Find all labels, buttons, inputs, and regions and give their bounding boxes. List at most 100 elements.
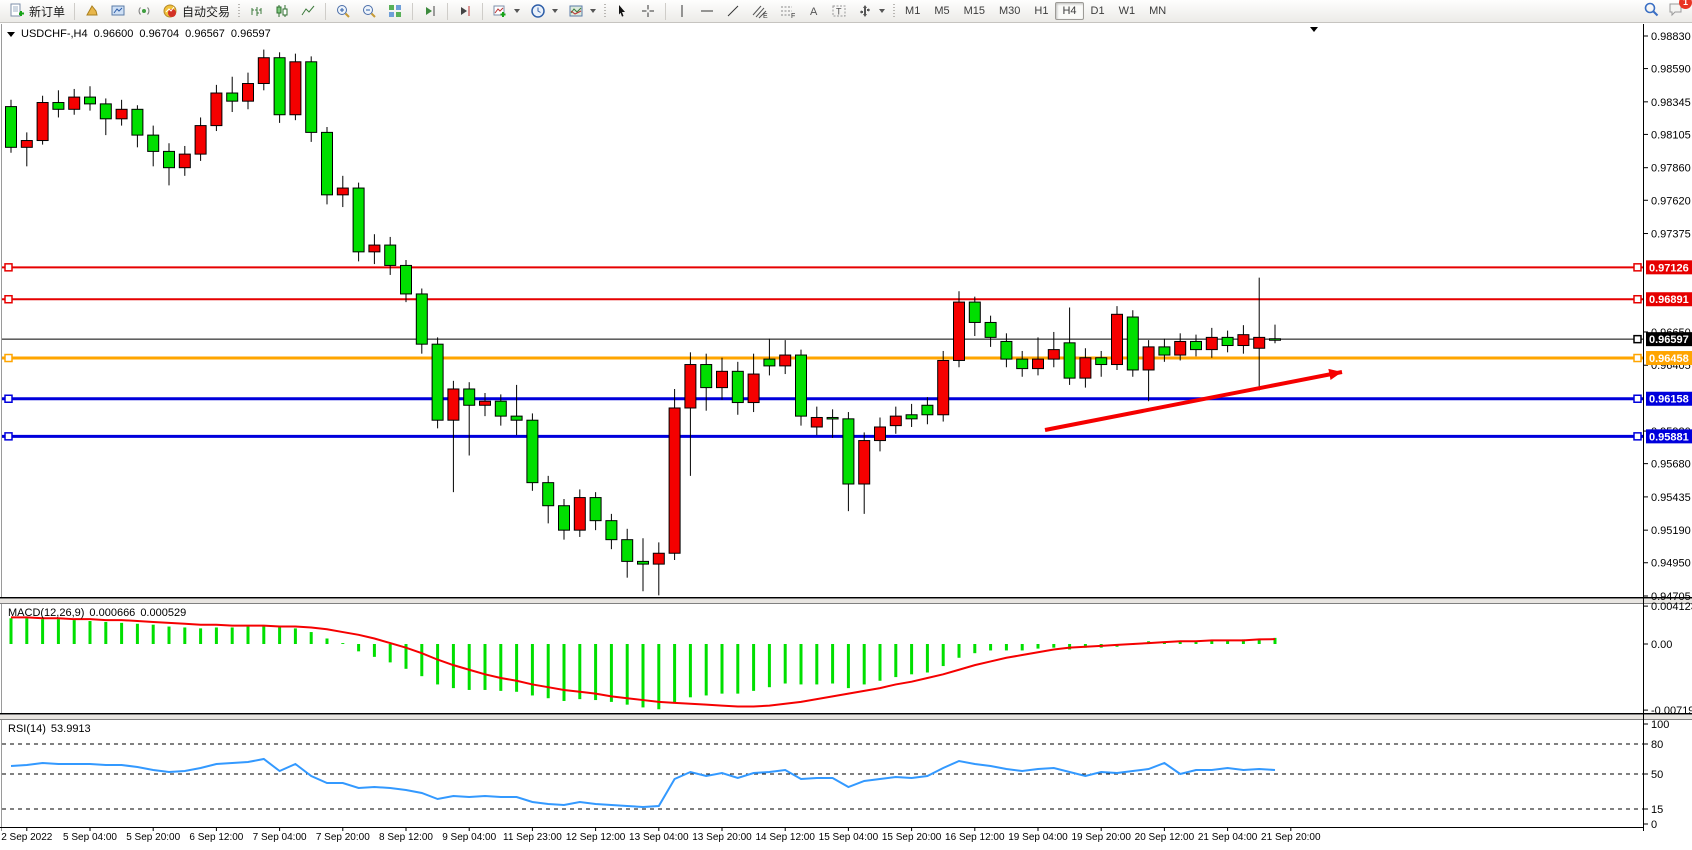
time-axis-label: 9 Sep 04:00 (442, 832, 497, 843)
new-order-button[interactable]: 新订单 (4, 0, 70, 22)
trendline-icon (725, 3, 741, 19)
svg-text:0.97375: 0.97375 (1651, 229, 1691, 241)
svg-text:0.00: 0.00 (1651, 639, 1672, 651)
equidistant-channel-tool[interactable]: E (746, 0, 774, 22)
svg-text:0.98345: 0.98345 (1651, 97, 1691, 109)
price-chart-canvas[interactable]: 0.98830 0.98590 0.98345 0.98105 0.97860 0.976… (0, 24, 1692, 850)
arrows-tool[interactable] (852, 0, 890, 22)
clock-icon (530, 3, 546, 19)
timeframe-m15[interactable]: M15 (963, 5, 985, 17)
indicators-button[interactable] (487, 0, 525, 22)
svg-text:0.97126: 0.97126 (1649, 262, 1689, 274)
toolbar-separator (482, 2, 484, 20)
quote-open: 0.96600 (93, 28, 134, 40)
chart-collapse-icon[interactable] (7, 31, 15, 37)
timeframe-h4[interactable]: H4 (1055, 2, 1084, 20)
market-watch-icon (84, 3, 100, 19)
toolbar-separator (74, 2, 76, 20)
text-icon: A (807, 3, 821, 19)
vertical-line-tool[interactable] (670, 0, 694, 22)
crosshair-tool-button[interactable] (635, 0, 661, 22)
timeframe-d1[interactable]: D1 (1090, 5, 1105, 17)
periods-dropdown-caret[interactable] (552, 9, 559, 13)
horizontal-line-tool[interactable] (694, 0, 720, 22)
zoom-out-button[interactable] (356, 0, 382, 22)
svg-text:15: 15 (1651, 804, 1663, 816)
chart-shift-button[interactable] (452, 0, 478, 22)
arrows-icon (857, 3, 873, 19)
svg-text:0.96158: 0.96158 (1649, 394, 1689, 406)
time-axis-label: 7 Sep 04:00 (252, 832, 307, 843)
periods-button[interactable] (525, 0, 563, 22)
time-axis-label: 16 Sep 12:00 (945, 832, 1005, 843)
fibonacci-tool[interactable]: F (774, 0, 802, 22)
zoom-in-button[interactable] (330, 0, 356, 22)
svg-text:0.95881: 0.95881 (1649, 431, 1689, 443)
line-chart-icon (300, 3, 316, 19)
time-axis-label: 21 Sep 20:00 (1261, 832, 1321, 843)
toolbar-drag-handle (893, 3, 896, 19)
time-axis-label: 11 Sep 23:00 (503, 832, 562, 843)
line-chart-button[interactable] (295, 0, 321, 22)
auto-scroll-button[interactable] (417, 0, 443, 22)
auto-trading-button[interactable]: 自动交易 (157, 0, 235, 22)
time-axis-label: 21 Sep 04:00 (1197, 832, 1258, 843)
text-label-icon: T (831, 3, 847, 19)
signals-icon (136, 3, 152, 19)
macd-label: MACD(12,26,9) 0.000666 0.000529 (8, 607, 187, 619)
toolbar-separator (412, 2, 414, 20)
auto-trading-icon (162, 3, 178, 19)
svg-text:0.98105: 0.98105 (1651, 129, 1691, 141)
timeframe-mn[interactable]: MN (1149, 5, 1167, 17)
svg-text:0: 0 (1651, 819, 1657, 831)
timeframe-h1[interactable]: H1 (1034, 5, 1049, 17)
quote-low: 0.96567 (185, 28, 225, 40)
svg-text:0.96458: 0.96458 (1649, 353, 1689, 365)
indicators-dropdown-caret[interactable] (514, 9, 521, 13)
text-label-tool[interactable]: T (826, 0, 852, 22)
cursor-tool-button[interactable] (609, 0, 635, 22)
timeframe-m5[interactable]: M5 (934, 5, 950, 17)
svg-text:0.98590: 0.98590 (1651, 64, 1691, 76)
vertical-line-icon (675, 3, 689, 19)
zoom-out-icon (361, 3, 377, 19)
svg-text:0.94950: 0.94950 (1651, 558, 1691, 570)
tile-windows-icon (387, 3, 403, 19)
quote-close: 0.96597 (230, 28, 271, 40)
timeframe-m30[interactable]: M30 (999, 5, 1021, 17)
svg-text:0.95680: 0.95680 (1651, 459, 1691, 471)
timeframe-w1[interactable]: W1 (1118, 5, 1136, 17)
svg-text:0.96891: 0.96891 (1649, 294, 1689, 306)
timeframe-m1[interactable]: M1 (905, 5, 921, 17)
time-axis-label: 14 Sep 12:00 (755, 832, 815, 843)
auto-scroll-icon (422, 3, 438, 19)
toolbar-separator (325, 2, 327, 20)
signals-button[interactable] (131, 0, 157, 22)
time-axis-label: 15 Sep 20:00 (881, 832, 942, 843)
time-axis-label: 7 Sep 20:00 (315, 832, 370, 843)
templates-icon (568, 3, 584, 19)
search-icon[interactable] (1643, 1, 1660, 23)
bar-chart-button[interactable] (243, 0, 269, 22)
chart-window[interactable]: 0.98830 0.98590 0.98345 0.98105 0.97860 0.976… (0, 24, 1692, 850)
time-axis[interactable]: 2 Sep 2022 5 Sep 04:00 5 Sep 20:00 6 Sep 12… (0, 830, 1643, 846)
new-order-icon (9, 3, 25, 19)
notifications-button[interactable]: 1 (1668, 0, 1692, 22)
svg-text:0.94705: 0.94705 (1651, 591, 1691, 603)
time-axis-label: 13 Sep 20:00 (692, 832, 752, 843)
trendline-tool[interactable] (720, 0, 746, 22)
market-watch-button[interactable] (79, 0, 105, 22)
svg-text:E: E (763, 13, 768, 19)
svg-text:0.95435: 0.95435 (1651, 492, 1691, 504)
tile-windows-button[interactable] (382, 0, 408, 22)
svg-text:-0.007193: -0.007193 (1651, 705, 1692, 717)
terminal-button[interactable] (105, 0, 131, 22)
svg-text:0.97860: 0.97860 (1651, 163, 1691, 175)
arrows-dropdown-caret[interactable] (879, 9, 886, 13)
templates-button[interactable] (563, 0, 601, 22)
time-axis-label: 12 Sep 12:00 (565, 832, 626, 843)
templates-dropdown-caret[interactable] (590, 9, 597, 13)
main-toolbar: 新订单 自动交易 (0, 0, 1692, 23)
text-tool[interactable]: A (802, 0, 826, 22)
candlestick-button[interactable] (269, 0, 295, 22)
